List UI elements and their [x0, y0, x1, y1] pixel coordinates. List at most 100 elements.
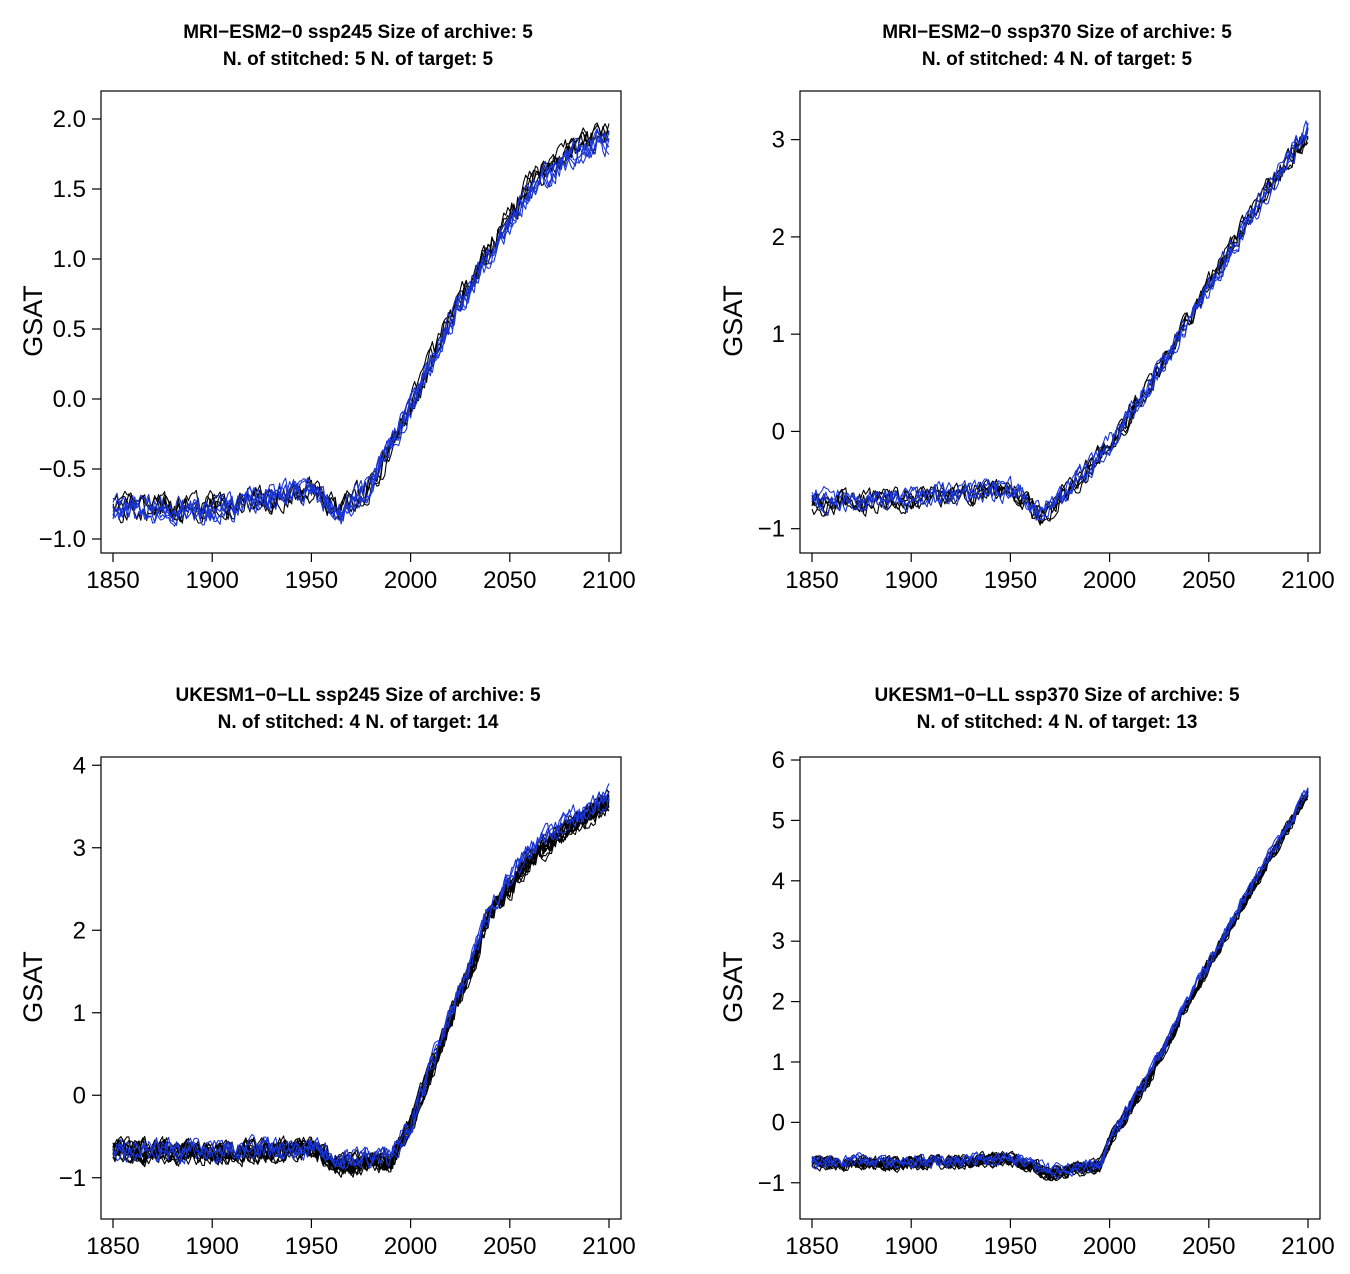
x-tick-label: 1850 [86, 567, 139, 594]
x-tick-label: 2100 [1281, 1233, 1334, 1260]
y-tick-label: 3 [772, 127, 785, 154]
stitched-series-line [112, 130, 610, 526]
target-series-line [811, 142, 1309, 520]
x-tick-label: 2000 [1083, 1233, 1136, 1260]
plot-frame [100, 756, 622, 1220]
y-tick-label: 1 [73, 1000, 86, 1027]
stitched-series-line [811, 122, 1309, 518]
target-series-line [811, 128, 1309, 524]
x-tick-label: 2000 [1083, 567, 1136, 594]
x-tick-label: 1850 [785, 567, 838, 594]
y-tick-label: 0.5 [53, 316, 86, 343]
x-tick-label: 2000 [384, 567, 437, 594]
plot-area: 1850 1900 1950 2000 2050 2100 −1 0 1 2 3 [758, 90, 1335, 594]
panel-ukesm-ssp370: UKESM1−0−LL ssp370 Size of archive: 5 N.… [718, 685, 1335, 1260]
y-tick-label: 0.0 [53, 386, 86, 413]
target-series-line [811, 133, 1309, 526]
plot-frame [799, 756, 1321, 1220]
target-series-line [811, 787, 1309, 1180]
y-tick-label: 4 [772, 868, 785, 895]
y-tick-label: −1 [59, 1165, 86, 1192]
y-axis-label: GSAT [718, 951, 748, 1023]
y-axis-label: GSAT [18, 951, 48, 1023]
x-tick-label: 2100 [1281, 567, 1334, 594]
y-tick-label: −1 [758, 1170, 785, 1197]
target-series-line [811, 791, 1309, 1182]
target-series-line [811, 795, 1309, 1177]
stitched-series-line [811, 129, 1309, 517]
y-tick-label: 0 [73, 1082, 86, 1109]
y-tick-label: 2 [772, 989, 785, 1016]
target-series-line [811, 787, 1309, 1179]
target-series-line [811, 136, 1309, 519]
x-tick-label: 2050 [483, 1233, 536, 1260]
stitched-series-line [112, 132, 610, 526]
y-tick-label: 1 [772, 1049, 785, 1076]
x-tick-label: 1900 [885, 1233, 938, 1260]
y-tick-label: 5 [772, 807, 785, 834]
stitched-series-line [811, 787, 1309, 1175]
x-tick-label: 1950 [285, 1233, 338, 1260]
target-series-line [811, 789, 1309, 1179]
y-tick-label: 1.0 [53, 246, 86, 273]
x-tick-label: 1900 [885, 567, 938, 594]
stitched-series-line [811, 788, 1309, 1180]
y-tick-label: 2.0 [53, 106, 86, 133]
panel-title-line2: N. of stitched: 4 N. of target: 5 [922, 49, 1193, 70]
x-tick-label: 1950 [984, 567, 1037, 594]
x-tick-label: 2100 [582, 567, 635, 594]
target-series-line [811, 132, 1309, 524]
y-tick-label: 3 [772, 928, 785, 955]
x-tick-label: 2050 [1182, 1233, 1235, 1260]
panel-ukesm-ssp245: UKESM1−0−LL ssp245 Size of archive: 5 N.… [18, 685, 636, 1260]
panel-title-line1: UKESM1−0−LL ssp245 Size of archive: 5 [175, 685, 540, 706]
plot-area: 1850 1900 1950 2000 2050 2100 −1.0 −0.5 0.0 0.5 1.… [39, 90, 636, 594]
y-tick-label: 6 [772, 747, 785, 774]
y-tick-label: 4 [73, 752, 86, 779]
stitched-series-line [112, 783, 610, 1170]
stitched-series-line [112, 796, 610, 1168]
target-series-line [811, 796, 1309, 1178]
panel-title-line2: N. of stitched: 5 N. of target: 5 [223, 49, 494, 70]
y-tick-label: 2 [73, 917, 86, 944]
stitched-series-line [112, 130, 610, 527]
stitched-series-line [811, 122, 1309, 521]
y-axis-label: GSAT [18, 285, 48, 357]
panel-title-line1: UKESM1−0−LL ssp370 Size of archive: 5 [874, 685, 1239, 706]
x-tick-label: 1950 [285, 567, 338, 594]
panel-title-line1: MRI−ESM2−0 ssp245 Size of archive: 5 [183, 22, 533, 43]
stitched-series-line [811, 788, 1309, 1177]
target-series-line [112, 123, 610, 522]
x-tick-label: 1900 [186, 567, 239, 594]
stitched-series-line [112, 791, 610, 1170]
y-tick-label: −0.5 [39, 456, 86, 483]
stitched-series-line [811, 120, 1309, 521]
panel-title-line1: MRI−ESM2−0 ssp370 Size of archive: 5 [882, 22, 1232, 43]
target-series-line [811, 791, 1309, 1182]
y-tick-label: 3 [73, 835, 86, 862]
x-tick-label: 1950 [984, 1233, 1037, 1260]
plot-frame [799, 90, 1321, 554]
y-tick-label: 2 [772, 224, 785, 251]
target-series-line [811, 791, 1309, 1180]
x-tick-label: 2000 [384, 1233, 437, 1260]
y-tick-label: 1 [772, 321, 785, 348]
x-tick-label: 1900 [186, 1233, 239, 1260]
stitched-series-line [811, 793, 1309, 1174]
x-tick-label: 1850 [785, 1233, 838, 1260]
y-tick-label: 0 [772, 418, 785, 445]
panel-mri-ssp245: MRI−ESM2−0 ssp245 Size of archive: 5 N. … [18, 22, 636, 594]
plot-area: 1850 1900 1950 2000 2050 2100 −1 0 1 2 3 4 [59, 752, 636, 1260]
panel-title-line2: N. of stitched: 4 N. of target: 13 [917, 712, 1198, 733]
target-series-line [811, 791, 1309, 1178]
y-tick-label: −1 [758, 516, 785, 543]
y-tick-label: 1.5 [53, 176, 86, 203]
target-series-line [811, 794, 1309, 1180]
x-tick-label: 1850 [86, 1233, 139, 1260]
target-series-line [112, 794, 610, 1176]
x-tick-label: 2100 [582, 1233, 635, 1260]
target-series-line [811, 798, 1309, 1181]
plot-frame [100, 90, 622, 554]
y-tick-label: −1.0 [39, 526, 86, 553]
